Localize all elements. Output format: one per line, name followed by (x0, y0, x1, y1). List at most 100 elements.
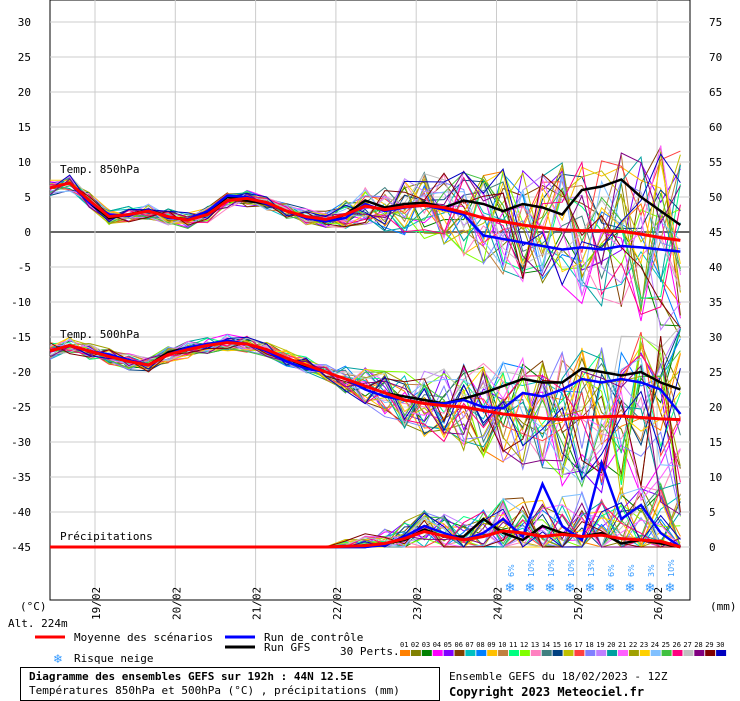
left-tick-label: -45 (11, 541, 31, 554)
left-tick-label: 30 (18, 16, 31, 29)
pert-number: 29 (705, 641, 713, 649)
x-tick-label: 23/02 (411, 587, 424, 620)
pert-number: 17 (574, 641, 582, 649)
right-tick-label: 45 (709, 226, 722, 239)
right-tick-label: 30 (709, 331, 722, 344)
snow-risk-pct: 3% (647, 564, 656, 577)
legend-snow-label: Risque neige (74, 652, 153, 665)
right-tick-label: 50 (709, 191, 722, 204)
pert-swatch (607, 650, 618, 656)
snowflake-icon: ❄ (545, 581, 556, 596)
pert-swatch (716, 650, 727, 656)
pert-number: 30 (716, 641, 724, 649)
left-tick-label: -15 (11, 331, 31, 344)
x-tick-label: 26/02 (652, 587, 665, 620)
series-line-t850 (49, 181, 681, 242)
pert-number: 22 (629, 641, 637, 649)
pert-number: 11 (509, 641, 517, 649)
pert-swatch (650, 650, 661, 656)
pert-number: 05 (444, 641, 452, 649)
snowflake-icon: ❄ (645, 581, 656, 596)
pert-number: 01 (400, 641, 408, 649)
pert-number: 04 (433, 641, 441, 649)
left-tick-label: 20 (18, 86, 31, 99)
pert-swatch (705, 650, 716, 656)
pert-swatch (694, 650, 705, 656)
snowflake-icon: ❄ (525, 581, 536, 596)
pert-number: 08 (476, 641, 484, 649)
pert-number: 26 (673, 641, 681, 649)
left-tick-label: -10 (11, 296, 31, 309)
snow-risk-markers: ❄ 6% ❄ 10% ❄ 10% ❄ 10% ❄ 13% ❄ 6% ❄ 6% ❄ 3% ❄ 10% (505, 559, 676, 596)
snow-risk-pct: 13% (587, 559, 596, 577)
pert-number: 15 (553, 641, 561, 649)
snow-risk-pct: 6% (507, 564, 516, 577)
left-axis-ticks: 30 25 20 15 10 5 0 -5 -10 -15 -20 -25 -30 -35 -40 -45 (11, 16, 31, 554)
snow-risk-pct: 6% (627, 564, 636, 577)
pert-swatch (498, 650, 509, 656)
snowflake-icon: ❄ (605, 581, 616, 596)
footer-copyright: Copyright 2023 Meteociel.fr (449, 685, 645, 699)
pert-swatch (639, 650, 650, 656)
pert-number: 16 (564, 641, 572, 649)
left-tick-label: 15 (18, 121, 31, 134)
x-tick-label: 21/02 (251, 587, 264, 620)
left-tick-label: -30 (11, 436, 31, 449)
pert-number: 21 (618, 641, 626, 649)
legend-gfs-label: Run GFS (264, 641, 310, 654)
snowflake-icon: ❄ (625, 581, 636, 596)
left-tick-label: -35 (11, 471, 31, 484)
pert-swatch (661, 650, 672, 656)
pert-swatch (487, 650, 498, 656)
right-tick-label: 55 (709, 156, 722, 169)
pert-swatch (432, 650, 443, 656)
pert-number: 06 (455, 641, 463, 649)
pert-number: 07 (465, 641, 473, 649)
right-tick-label: 20 (709, 401, 722, 414)
left-tick-label: -40 (11, 506, 31, 519)
snowflake-icon: ❄ (585, 581, 596, 596)
pert-number: 09 (487, 641, 495, 649)
legend-perts-label: 30 Perts. (340, 645, 400, 658)
pert-number: 13 (531, 641, 539, 649)
pert-line-t850 (49, 153, 681, 286)
pert-line-t500 (49, 343, 681, 498)
left-tick-label: 25 (18, 51, 31, 64)
legend-control-label: Run de contrôle (264, 631, 363, 644)
left-tick-label: 5 (24, 191, 31, 204)
right-tick-label: 25 (709, 366, 722, 379)
pert-swatch (574, 650, 585, 656)
altitude: Alt. 224m (8, 617, 68, 630)
pert-swatch (672, 650, 683, 656)
pert-swatch (443, 650, 454, 656)
footer-run: Ensemble GEFS du 18/02/2023 - 12Z (449, 670, 668, 683)
pert-number: 18 (585, 641, 593, 649)
snow-risk-pct: 10% (547, 559, 556, 577)
pert-swatch (618, 650, 628, 656)
pert-swatch (509, 650, 519, 656)
pert-line-t500 (49, 336, 681, 454)
pert-swatch (683, 650, 694, 656)
series-line-precip (50, 529, 681, 549)
right-tick-label: 60 (709, 121, 722, 134)
pert-number: 28 (694, 641, 702, 649)
right-tick-label: 65 (709, 86, 722, 99)
right-tick-label: 75 (709, 16, 722, 29)
pert-numbers: 01 02 03 04 05 06 07 08 09 10 11 12 13 14 15 16 17 18 19 20… (400, 641, 727, 656)
right-unit: (mm) (710, 600, 737, 613)
t850-label: Temp. 850hPa (60, 163, 139, 176)
pert-number: 23 (640, 641, 648, 649)
snowflake-icon: ❄ (505, 581, 516, 596)
pert-number: 25 (662, 641, 670, 649)
x-tick-label: 20/02 (170, 587, 183, 620)
plot-area (49, 0, 691, 601)
right-tick-label: 5 (709, 506, 716, 519)
left-tick-label: -25 (11, 401, 31, 414)
left-tick-label: 10 (18, 156, 31, 169)
snowflake-icon: ❄ (565, 581, 576, 596)
pert-number: 12 (520, 641, 528, 649)
pert-number: 10 (498, 641, 506, 649)
pert-number: 14 (542, 641, 550, 649)
